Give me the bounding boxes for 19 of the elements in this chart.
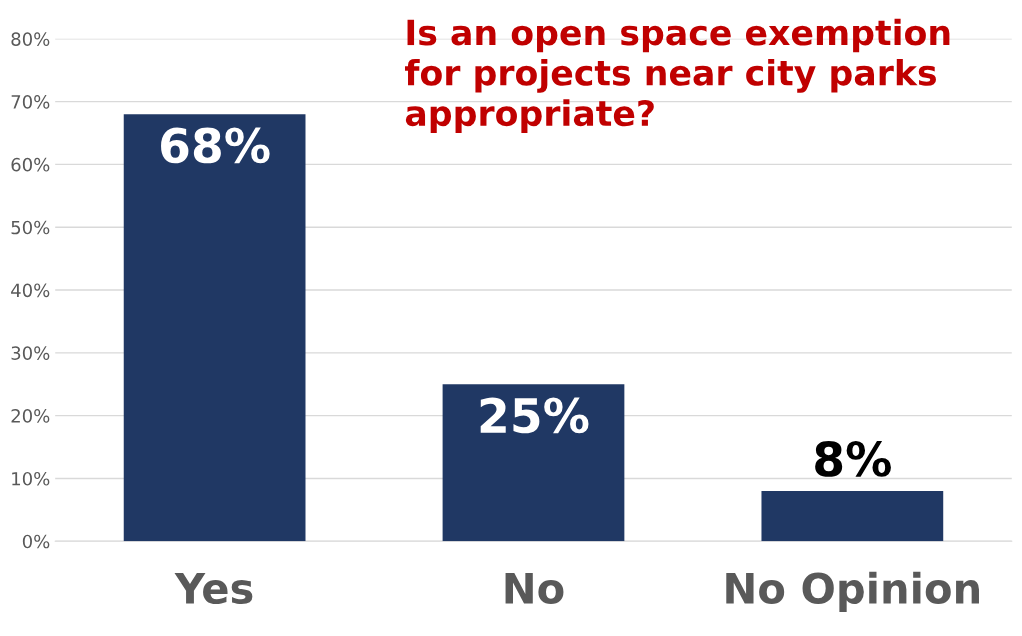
- bar: [442, 384, 625, 542]
- y-tick-label: 80%: [11, 32, 50, 46]
- y-tick-label: 0%: [22, 534, 50, 549]
- x-tick-label: No Opinion: [726, 571, 979, 613]
- y-tick-label: 20%: [11, 409, 50, 423]
- text: Is an open space exemption for projects near city parks appropriate?: [405, 18, 950, 133]
- data-label: 25%: [480, 397, 589, 434]
- y-tick-label: 30%: [11, 346, 50, 360]
- y-tick-label: 50%: [11, 220, 50, 235]
- y-tick-label: 60%: [11, 157, 50, 172]
- data-label: 8%: [815, 441, 891, 477]
- x-tick-label: Yes: [174, 573, 253, 605]
- y-tick-label: 10%: [12, 471, 50, 486]
- y-tick-label: 70%: [11, 95, 50, 109]
- x-tick-label: No: [505, 573, 564, 605]
- bar: [123, 114, 306, 542]
- data-label: 68%: [161, 127, 270, 164]
- y-tick-label: 40%: [11, 283, 50, 298]
- bar: [761, 490, 944, 542]
